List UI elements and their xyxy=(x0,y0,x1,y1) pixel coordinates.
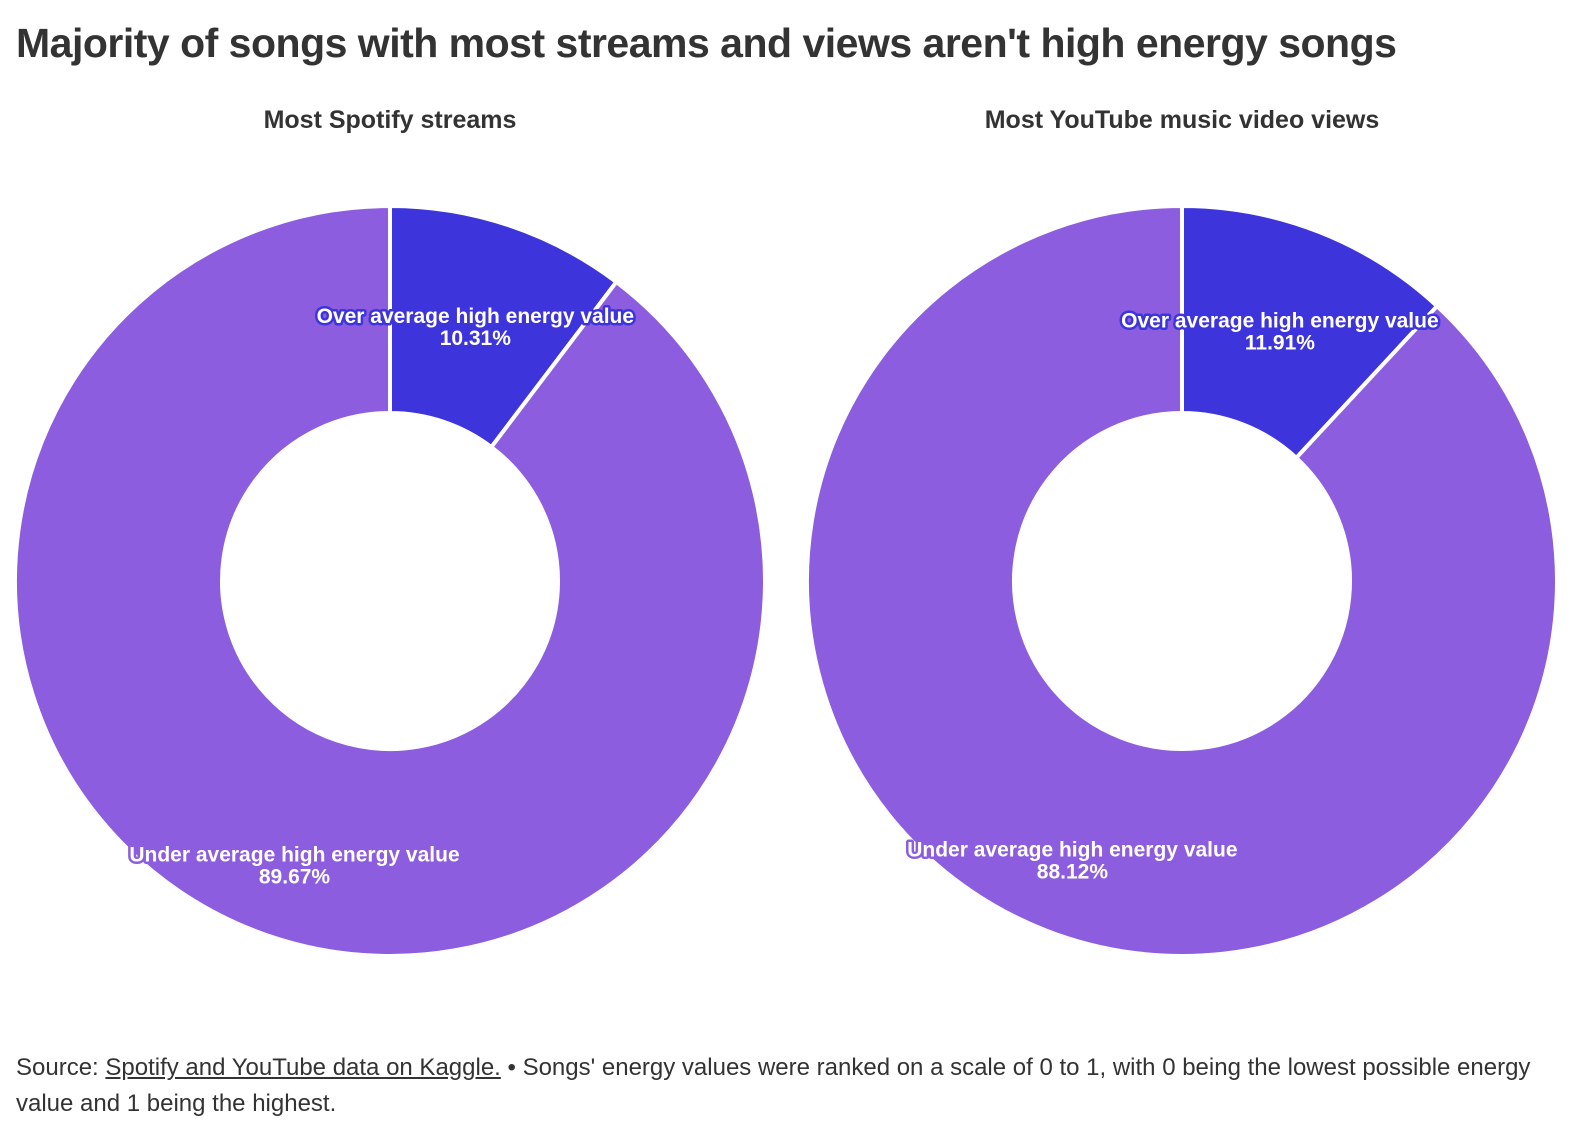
chart-subtitle: Most YouTube music video views xyxy=(984,106,1380,134)
slice-under-average[interactable] xyxy=(13,204,767,958)
slice-under-average[interactable] xyxy=(805,204,1559,958)
label-over-average-value: 10.31% xyxy=(440,327,512,350)
source-prefix: Source: xyxy=(16,1054,99,1081)
chart-title: Majority of songs with most streams and … xyxy=(16,20,1397,66)
label-under-average-name: Under average high energy value xyxy=(907,838,1237,861)
label-over-average-name: Over average high energy value xyxy=(317,305,634,328)
footer-note: Source: Spotify and YouTube data on Kagg… xyxy=(16,1050,1566,1122)
source-link[interactable]: Spotify and YouTube data on Kaggle. xyxy=(105,1054,501,1081)
label-over-average-value: 11.91% xyxy=(1245,332,1315,355)
chart-subtitle: Most Spotify streams xyxy=(263,106,517,134)
spotify-chart-panel: Most Spotify streams Over average high e… xyxy=(0,100,780,980)
label-under-average-value: 89.67% xyxy=(259,865,331,888)
youtube-chart-panel: Most YouTube music video views Over aver… xyxy=(792,100,1572,980)
label-under-average-value: 88.12% xyxy=(1037,860,1109,883)
label-under-average-name: Under average high energy value xyxy=(129,843,459,866)
slice-over-average[interactable] xyxy=(1180,204,1440,460)
label-over-average-name: Over average high energy value xyxy=(1121,310,1438,333)
slice-over-average[interactable] xyxy=(388,204,619,450)
footer-description: • Songs' energy values were ranked on a … xyxy=(16,1054,1531,1117)
